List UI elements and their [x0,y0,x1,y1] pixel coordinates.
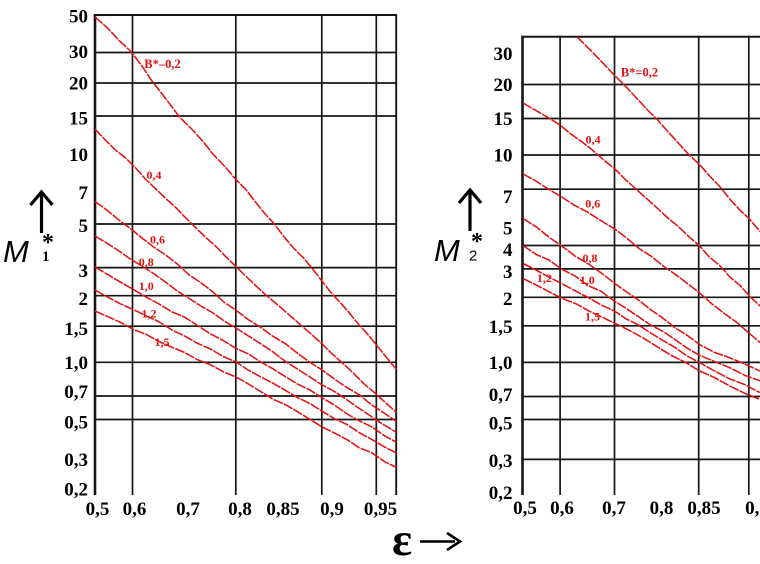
svg-text:7: 7 [503,187,513,208]
svg-text:2: 2 [79,289,89,310]
svg-text:0,7: 0,7 [602,498,626,519]
svg-text:0,5: 0,5 [64,412,88,433]
svg-text:1,5: 1,5 [64,319,88,340]
svg-text:0,2: 0,2 [64,480,88,501]
svg-text:B*=0,2: B*=0,2 [621,66,658,80]
svg-text:0,4: 0,4 [586,133,601,147]
svg-text:20: 20 [69,74,88,95]
svg-text:0,95: 0,95 [364,499,397,520]
svg-text:1,5: 1,5 [489,317,513,338]
svg-text:2: 2 [503,289,513,310]
svg-text:0,8: 0,8 [228,499,252,520]
svg-text:M: M [434,233,460,268]
svg-text:15: 15 [494,109,513,130]
svg-text:0,2: 0,2 [489,483,513,504]
svg-text:0,3: 0,3 [489,451,513,472]
svg-text:B*–0,2: B*–0,2 [144,57,180,71]
svg-text:20: 20 [494,75,513,96]
svg-text:5: 5 [79,216,89,237]
svg-text:10: 10 [69,145,88,166]
svg-text:0,8: 0,8 [583,251,598,265]
svg-text:0,85: 0,85 [266,499,299,520]
svg-text:0,9: 0,9 [320,499,344,520]
svg-text:1,2: 1,2 [537,271,552,285]
svg-text:7: 7 [79,183,89,204]
svg-text:0,7: 0,7 [64,382,88,403]
svg-text:15: 15 [69,108,88,129]
svg-text:1: 1 [42,249,50,265]
svg-text:2: 2 [469,248,477,265]
svg-text:0,5: 0,5 [513,498,537,519]
svg-text:30: 30 [69,42,88,63]
svg-text:0,5: 0,5 [489,414,513,435]
svg-text:4: 4 [503,240,513,261]
svg-text:0,85: 0,85 [687,498,720,519]
svg-text:*: * [42,230,54,256]
svg-text:0,8: 0,8 [139,255,154,269]
svg-text:0,6: 0,6 [585,197,600,211]
svg-text:0,7: 0,7 [176,499,200,520]
svg-text:1,0: 1,0 [580,273,595,287]
svg-text:0,8: 0,8 [650,498,674,519]
svg-text:1,5: 1,5 [155,335,170,349]
svg-text:30: 30 [494,44,513,65]
svg-text:50: 50 [69,6,88,27]
svg-text:0,6: 0,6 [150,232,165,246]
svg-text:1,5: 1,5 [585,310,600,324]
svg-text:1,2: 1,2 [142,307,157,321]
svg-text:0,9: 0,9 [745,498,760,519]
svg-text:0,7: 0,7 [489,385,513,406]
svg-text:0,6: 0,6 [123,499,147,520]
svg-text:3: 3 [79,261,89,282]
svg-text:10: 10 [494,146,513,167]
svg-text:0,4: 0,4 [147,168,162,182]
svg-text:1,0: 1,0 [489,353,513,374]
svg-text:3: 3 [503,262,513,283]
svg-text:0,5: 0,5 [86,499,110,520]
svg-text:0,3: 0,3 [64,450,88,471]
svg-text:0,6: 0,6 [550,498,574,519]
svg-text:1,0: 1,0 [139,279,154,293]
svg-text:5: 5 [503,218,513,239]
svg-text:ε: ε [392,514,412,559]
svg-text:*: * [471,229,483,255]
svg-text:M: M [3,234,29,269]
svg-text:1,0: 1,0 [64,353,88,374]
